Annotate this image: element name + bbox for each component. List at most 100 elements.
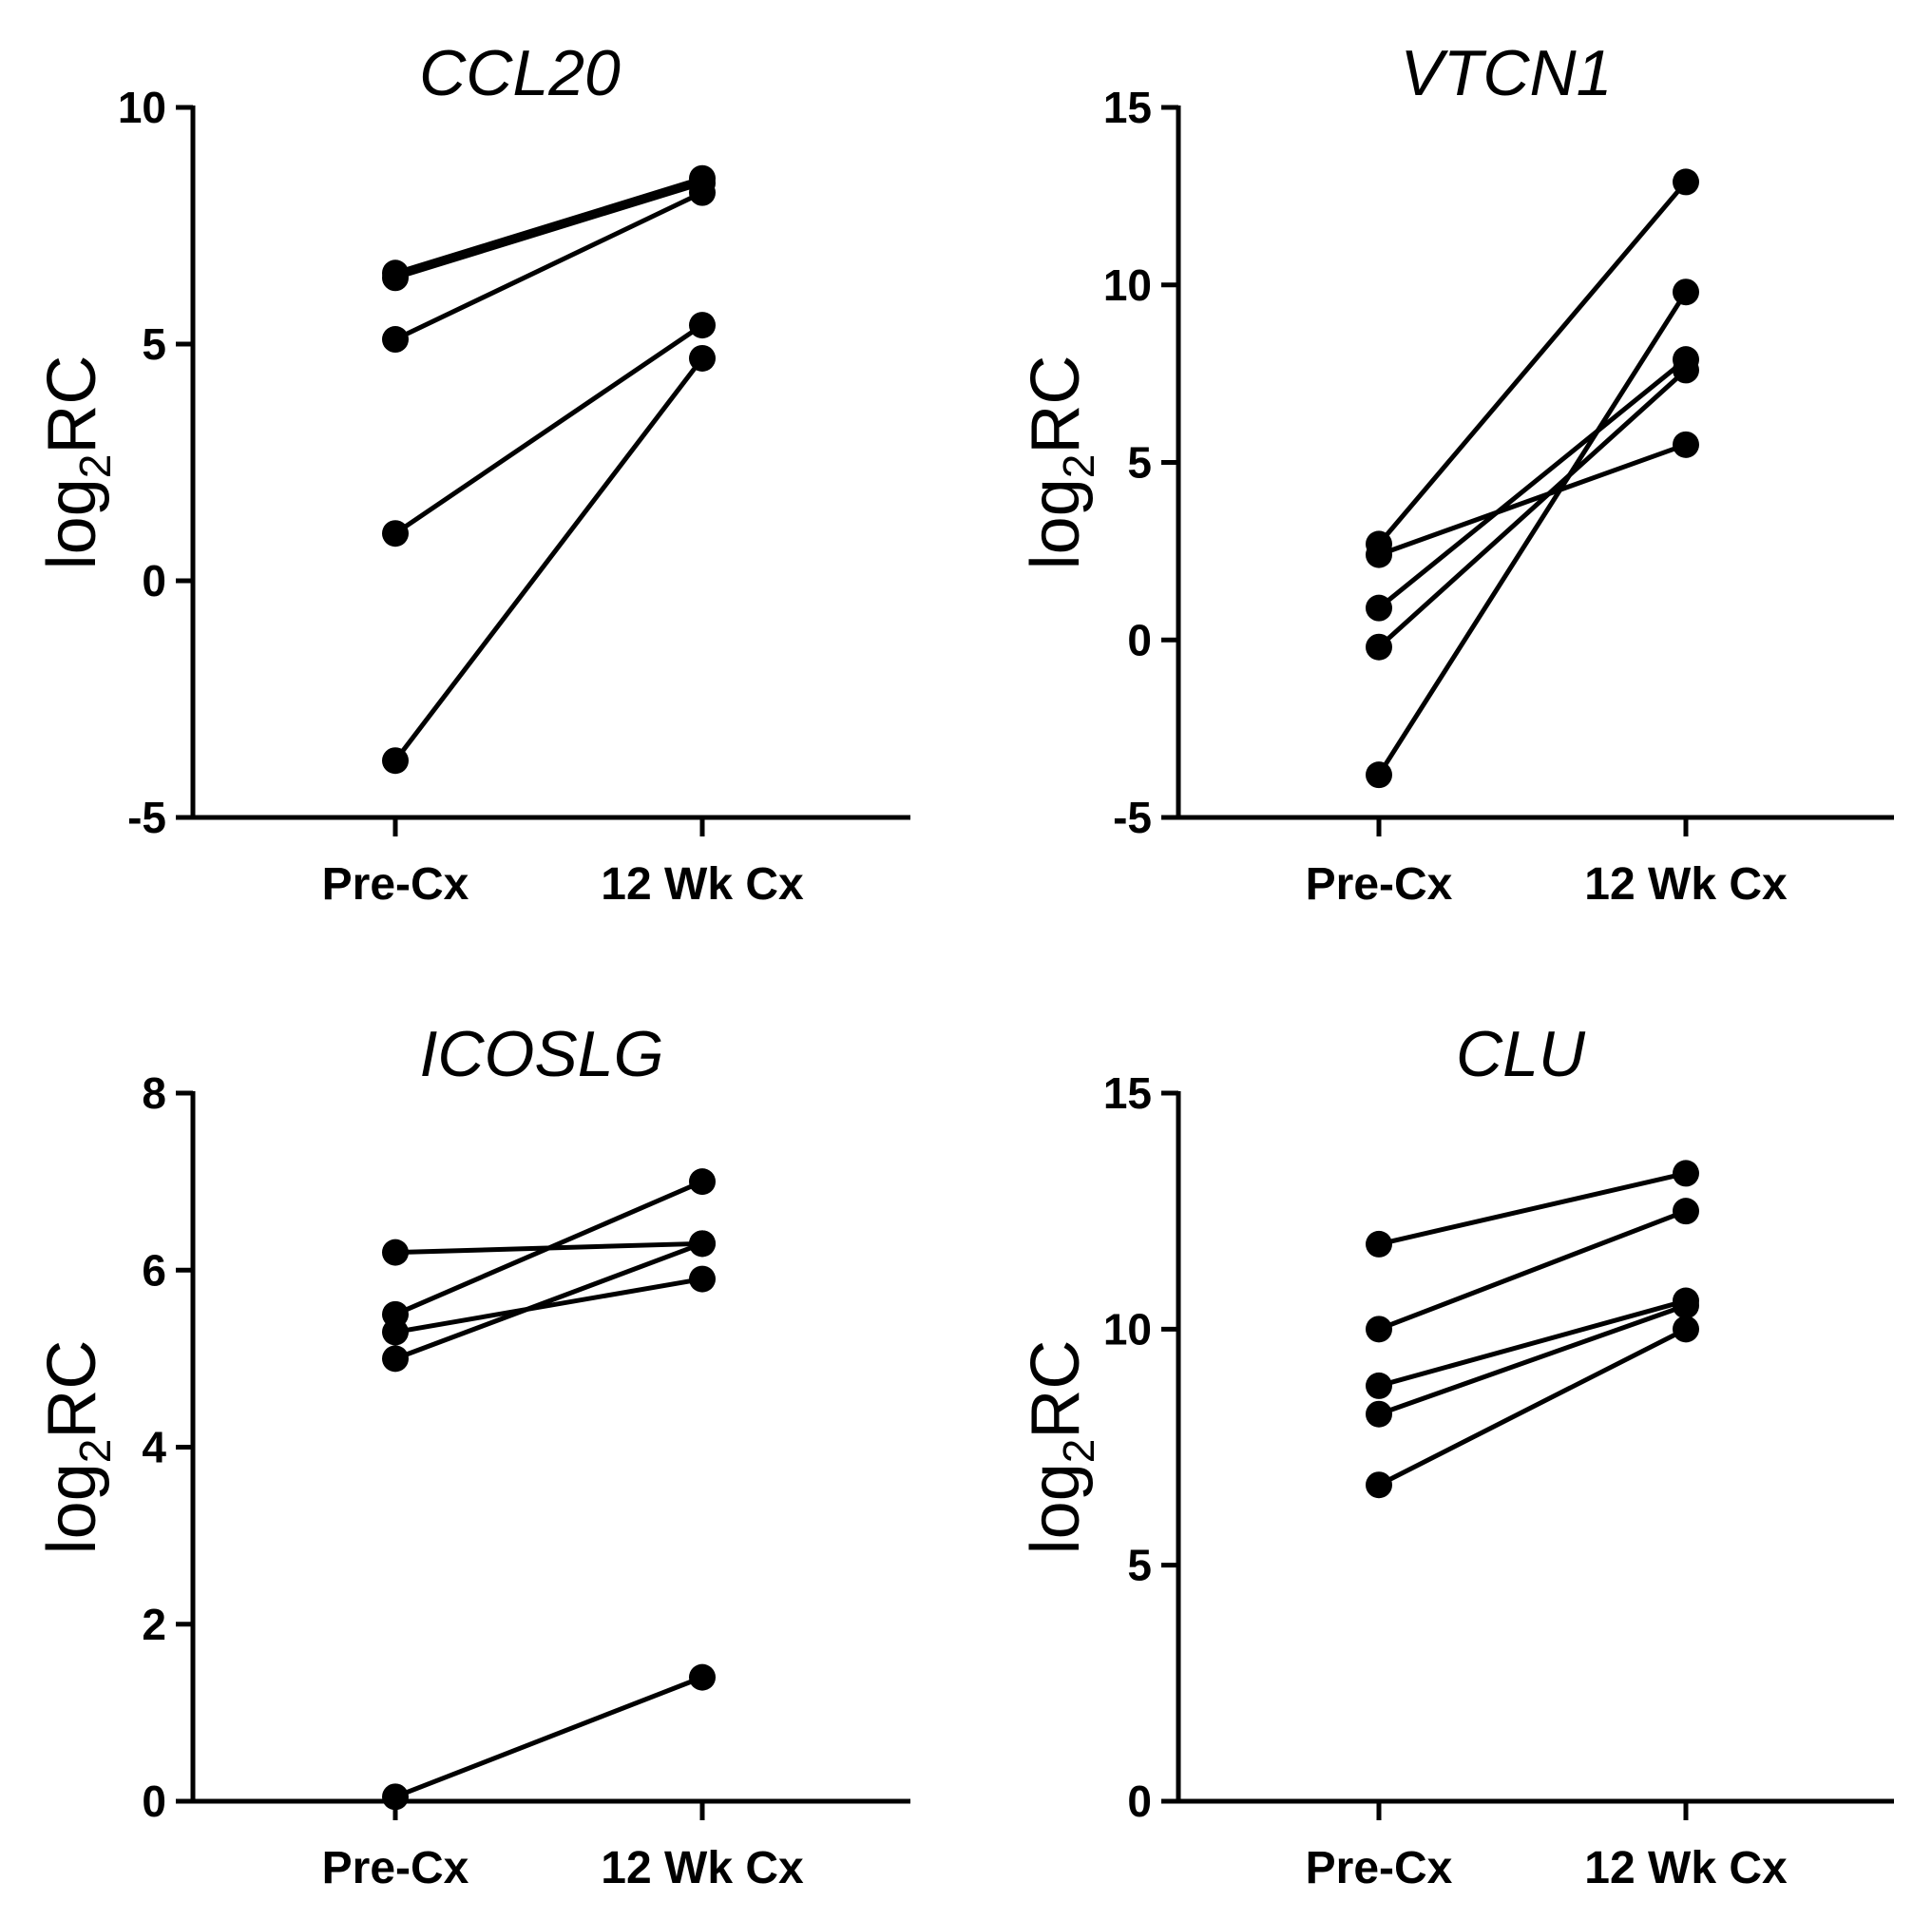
data-point	[382, 747, 409, 775]
data-point	[1673, 431, 1699, 458]
data-point	[689, 1663, 716, 1691]
series-line	[1378, 1208, 1687, 1332]
panel-0: CCL20 -5 0 5 10 Pre-Cx 12 Wk Cx log2RC	[34, 37, 910, 910]
series-1	[1366, 431, 1699, 568]
series-line	[394, 1277, 703, 1335]
data-point	[1366, 1316, 1392, 1343]
series-line	[1378, 1303, 1687, 1417]
y-axis-label: log2RC	[1018, 1340, 1103, 1555]
y-tick-label: 0	[142, 556, 166, 605]
series-4	[1366, 1316, 1699, 1499]
y-tick-label: 10	[1103, 1304, 1152, 1354]
data-point	[689, 344, 716, 372]
series-3	[1366, 356, 1699, 661]
data-point	[689, 179, 716, 206]
panel-title: VTCN1	[1401, 37, 1613, 109]
data-point	[382, 326, 409, 354]
series-2	[1366, 1287, 1699, 1399]
data-point	[1673, 168, 1699, 196]
series-line	[394, 1179, 703, 1317]
y-tick-label: -5	[127, 793, 166, 842]
y-tick-label: 5	[142, 319, 166, 369]
data-point	[382, 1345, 409, 1373]
data-point	[1366, 633, 1392, 661]
series-1	[1366, 1198, 1699, 1343]
data-point	[1673, 1198, 1699, 1225]
y-tick-label: 4	[142, 1423, 166, 1472]
data-point	[689, 1230, 716, 1258]
series-line	[394, 181, 703, 280]
y-tick-label: 5	[1127, 438, 1152, 488]
series-line	[393, 190, 704, 342]
data-point	[1673, 356, 1699, 384]
series-line	[1378, 442, 1687, 557]
series-line	[1378, 1298, 1687, 1389]
data-point	[382, 520, 409, 547]
data-point	[382, 1239, 409, 1266]
data-point	[1366, 1400, 1392, 1428]
y-tick-label: 6	[142, 1245, 166, 1295]
data-point	[689, 1265, 716, 1293]
data-point	[382, 1318, 409, 1346]
x-category-label: Pre-Cx	[322, 1843, 469, 1893]
data-point	[1366, 1372, 1392, 1399]
series-3	[382, 1230, 716, 1373]
data-point	[382, 1783, 409, 1811]
y-tick-label: 5	[1127, 1541, 1152, 1590]
y-tick-label: 0	[1127, 615, 1152, 664]
series-0	[1366, 1160, 1699, 1258]
series-4	[382, 344, 716, 775]
data-point	[1366, 761, 1392, 789]
panel-title: CLU	[1456, 1018, 1586, 1090]
panel-title: CCL20	[419, 37, 621, 109]
x-category-label: 12 Wk Cx	[601, 859, 804, 910]
series-line	[1377, 357, 1688, 610]
series-2	[382, 179, 716, 354]
x-category-label: 12 Wk Cx	[1584, 1843, 1788, 1893]
y-tick-label: 10	[1103, 260, 1152, 310]
y-tick-label: 0	[1127, 1777, 1152, 1826]
y-axis-label: log2RC	[1018, 355, 1103, 570]
series-line	[394, 1675, 703, 1799]
y-axis-label: log2RC	[34, 1340, 120, 1555]
data-point	[1366, 1471, 1392, 1499]
series-line	[394, 1240, 703, 1361]
y-tick-label: 10	[118, 83, 166, 132]
panels: CCL20 -5 0 5 10 Pre-Cx 12 Wk Cx log2RC VTCN1 -5 0 5…	[34, 37, 1894, 1893]
y-tick-label: 15	[1103, 1068, 1152, 1118]
y-tick-label: 0	[142, 1777, 166, 1826]
data-point	[382, 264, 409, 292]
data-point	[1366, 594, 1392, 622]
panel-1: VTCN1 -5 0 5 10 15 Pre-Cx 12 Wk Cx log2RC	[1018, 37, 1894, 910]
series-2	[1366, 346, 1699, 622]
y-axis-label: log2RC	[34, 355, 120, 570]
data-point	[1673, 1160, 1699, 1187]
series-line	[1377, 368, 1688, 649]
panel-2: ICOSLG 0 2 4 6 8 Pre-Cx 12 Wk Cx log2RC	[34, 1018, 910, 1893]
x-category-label: Pre-Cx	[322, 859, 469, 910]
series-line	[394, 176, 703, 276]
series-2	[382, 1265, 716, 1346]
y-tick-label: 2	[142, 1600, 166, 1649]
series-4	[382, 1663, 716, 1811]
series-line	[1377, 1327, 1688, 1488]
series-line	[1376, 290, 1689, 777]
series-3	[1366, 1292, 1699, 1428]
series-4	[1366, 279, 1699, 789]
y-tick-label: 15	[1103, 83, 1152, 132]
series-line	[393, 323, 704, 536]
data-point	[1673, 1316, 1699, 1343]
data-point	[689, 312, 716, 339]
x-category-label: Pre-Cx	[1306, 859, 1453, 910]
y-tick-label: 8	[142, 1068, 166, 1118]
data-point	[1673, 1292, 1699, 1319]
x-category-label: 12 Wk Cx	[1584, 859, 1788, 910]
series-3	[382, 312, 716, 547]
data-point	[689, 1168, 716, 1196]
panel-3: CLU 0 5 10 15 Pre-Cx 12 Wk Cx log2RC	[1018, 1018, 1894, 1893]
data-point	[1366, 1230, 1392, 1258]
x-category-label: Pre-Cx	[1306, 1843, 1453, 1893]
x-category-label: 12 Wk Cx	[601, 1843, 804, 1893]
panel-title: ICOSLG	[420, 1018, 664, 1090]
